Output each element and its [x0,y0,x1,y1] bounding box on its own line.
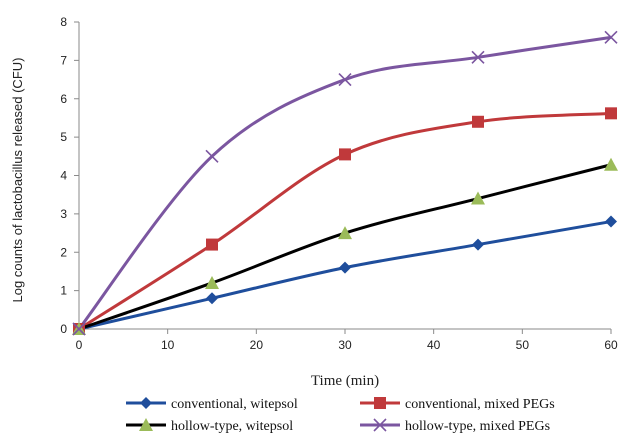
legend-item: hollow-type, mixed PEGs [360,418,550,434]
x-tick-label: 40 [427,338,441,352]
legend-label: conventional, mixed PEGs [405,397,555,412]
data-point [374,397,386,409]
legend-label: conventional, witepsol [171,397,298,412]
y-tick-label: 7 [60,53,67,67]
y-tick-label: 6 [60,92,67,106]
y-tick-label: 3 [60,207,67,221]
y-tick-label: 5 [60,130,67,144]
data-point [373,418,387,432]
data-point [339,148,351,161]
y-tick-label: 1 [60,284,67,298]
legend-item: conventional, witepsol [126,397,298,412]
x-tick-labels: 0 10 20 30 40 50 60 [76,338,618,352]
data-point [471,50,485,64]
legend-item: conventional, mixed PEGs [360,397,555,412]
data-point [206,238,218,251]
data-point [205,149,219,163]
data-point [605,215,617,228]
x-tick-label: 30 [338,338,352,352]
data-point [472,115,484,128]
x-tick-label: 0 [76,338,83,352]
y-tick-label: 2 [60,245,67,259]
series-lines [77,35,612,331]
data-point [604,30,618,44]
y-tick-label: 8 [60,15,67,29]
data-point [140,397,152,409]
legend-item: hollow-type, witepsol [126,418,293,434]
y-tick-labels: 0 1 2 3 4 5 6 7 8 [60,15,67,336]
x-tick-label: 50 [516,338,530,352]
x-tick-label: 10 [161,338,175,352]
y-axis-label: Log counts of lactobacillus released (CF… [10,58,25,303]
x-tick-label: 20 [250,338,264,352]
plot-axes [74,21,612,334]
x-tick-label: 60 [604,338,618,352]
legend-label: hollow-type, witepsol [171,419,293,434]
series-line [78,163,612,331]
series-line [78,111,612,331]
data-point [338,72,352,87]
data-point [339,261,351,274]
data-point [206,292,218,305]
y-tick-label: 0 [60,322,67,336]
series-markers [72,30,618,336]
series-line [77,35,612,330]
data-point [72,322,86,336]
legend-label: hollow-type, mixed PEGs [405,419,550,434]
data-point [472,238,484,251]
data-point [471,191,485,205]
data-point [605,107,617,120]
data-point [338,226,352,240]
data-point [604,157,618,171]
legend: conventional, witepsol conventional, mixe… [126,397,555,434]
data-point [205,275,219,289]
data-point [139,418,153,431]
y-tick-label: 4 [60,169,67,183]
x-axis-label: Time (min) [311,373,379,389]
